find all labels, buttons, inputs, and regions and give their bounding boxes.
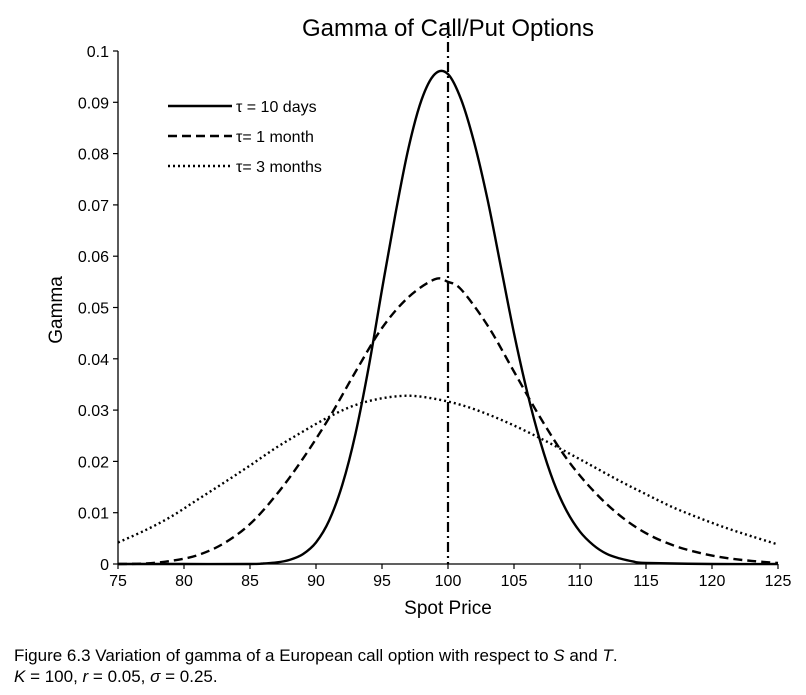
y-tick-label: 0 [100, 557, 109, 574]
x-tick-label: 75 [109, 573, 127, 590]
caption-line2-c: = 0.25. [160, 667, 218, 686]
figure-caption: Figure 6.3 Variation of gamma of a Europ… [14, 645, 794, 687]
y-tick-label: 0.07 [78, 198, 109, 215]
y-tick-label: 0.03 [78, 403, 109, 420]
x-axis-label: Spot Price [404, 598, 492, 619]
caption-symbol-t: T [602, 646, 613, 665]
caption-line1-prefix: Figure 6.3 Variation of gamma of a Europ… [14, 646, 554, 665]
x-tick-label: 105 [501, 573, 528, 590]
caption-line2-b: = 0.05, [88, 667, 151, 686]
caption-symbol-k: K [14, 667, 26, 686]
y-tick-label: 0.02 [78, 454, 109, 471]
caption-symbol-sigma: σ [150, 667, 161, 686]
x-tick-label: 115 [633, 573, 659, 590]
caption-line1-end: . [612, 646, 618, 665]
y-axis-label: Gamma [46, 276, 67, 344]
x-tick-label: 125 [765, 573, 792, 590]
legend-label: τ = 10 days [236, 99, 317, 116]
x-tick-label: 90 [307, 573, 325, 590]
caption-symbol-s: S [553, 646, 565, 665]
legend-label: τ= 3 months [236, 159, 322, 176]
y-tick-label: 0.1 [87, 44, 109, 61]
y-tick-label: 0.06 [78, 249, 109, 266]
x-tick-label: 120 [699, 573, 726, 590]
caption-line1-and: and [564, 646, 603, 665]
y-tick-label: 0.05 [78, 301, 109, 318]
series-layer [117, 69, 779, 566]
caption-line2-a: = 100, [25, 667, 83, 686]
series-line-dashed [117, 277, 779, 566]
axes: 75 80 85 90 95 100 105 110 115 120 125 0 0.01 0.02 0.0… [78, 44, 792, 590]
y-tick-label: 0.01 [78, 506, 109, 523]
x-tick-label: 110 [567, 573, 593, 590]
x-tick-label: 80 [175, 573, 193, 590]
x-tick-label: 95 [373, 573, 391, 590]
x-tick-label: 85 [241, 573, 259, 590]
series-line-dotted [117, 394, 779, 546]
x-tick-label: 100 [435, 573, 462, 590]
y-tick-label: 0.08 [78, 147, 109, 164]
caption-symbol-r: r [82, 667, 89, 686]
caption-line-1: Figure 6.3 Variation of gamma of a Europ… [14, 645, 794, 666]
y-tick-label: 0.09 [78, 95, 109, 112]
series-line-solid [117, 69, 779, 566]
y-tick-label: 0.04 [78, 352, 109, 369]
caption-line-2: K = 100, r = 0.05, σ = 0.25. [14, 666, 794, 687]
legend: τ = 10 days τ= 1 month τ= 3 months [168, 99, 322, 176]
legend-label: τ= 1 month [236, 129, 314, 146]
